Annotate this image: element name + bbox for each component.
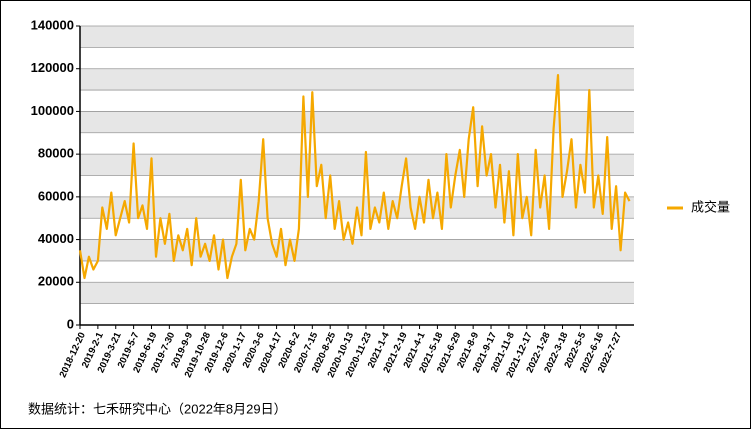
- y-tick-label: 40000: [38, 231, 74, 246]
- legend-label: 成交量: [691, 199, 730, 214]
- y-tick-label: 80000: [38, 146, 74, 161]
- y-tick-label: 0: [67, 316, 74, 331]
- grid-band: [80, 26, 634, 48]
- source-note: 数据统计：七禾研究中心（2022年8月29日）: [28, 401, 287, 416]
- y-tick-label: 140000: [31, 17, 74, 32]
- grid-band: [80, 282, 634, 304]
- grid-band: [80, 239, 634, 261]
- y-tick-label: 120000: [31, 60, 74, 75]
- y-tick-label: 20000: [38, 274, 74, 289]
- line: [78, 74, 631, 280]
- grid-band: [80, 154, 634, 176]
- y-tick-label: 100000: [31, 103, 74, 118]
- y-tick-label: 60000: [38, 188, 74, 203]
- grid-band: [80, 111, 634, 133]
- grid-band: [80, 68, 634, 91]
